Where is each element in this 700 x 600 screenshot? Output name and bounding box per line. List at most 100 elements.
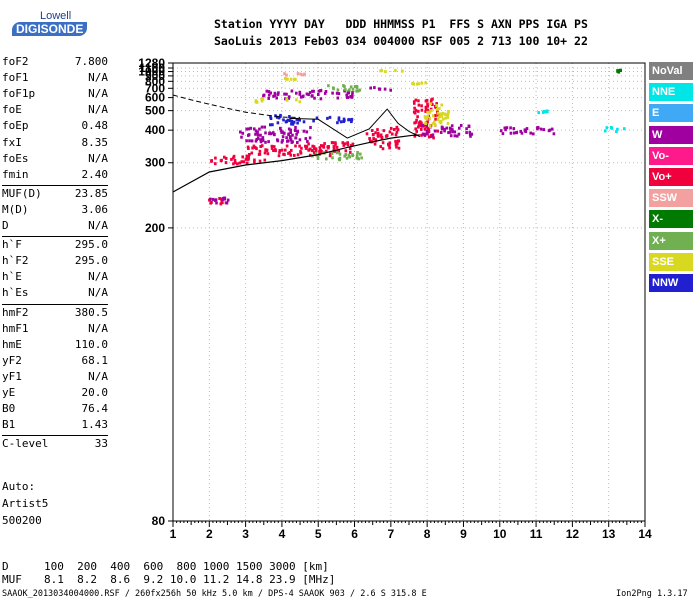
echo-point	[316, 154, 320, 158]
echo-point	[329, 152, 332, 156]
echo-point	[441, 117, 445, 121]
echo-point	[440, 114, 444, 118]
param-label: fxI	[2, 135, 22, 149]
echo-point	[369, 86, 372, 90]
echo-cluster-sse	[423, 102, 450, 128]
echo-point	[317, 93, 320, 96]
echo-point	[260, 125, 264, 129]
echo-point	[438, 107, 441, 110]
echo-point	[469, 134, 472, 138]
echo-point	[232, 162, 235, 166]
echo-point	[210, 200, 213, 204]
echo-point	[616, 127, 619, 131]
echo-point	[285, 98, 289, 102]
param-label: hmF2	[2, 305, 29, 319]
y-tick-label: 600	[145, 91, 165, 105]
echo-point	[303, 72, 306, 76]
echo-point	[414, 120, 418, 124]
echo-point	[299, 72, 303, 76]
echo-point	[372, 137, 375, 141]
param-value: 1.43	[81, 418, 109, 432]
echo-point	[336, 96, 340, 100]
echo-point	[348, 88, 351, 92]
x-tick-label: 4	[279, 527, 286, 541]
param-fof1p: foF1p N/A	[2, 87, 108, 103]
echo-point	[318, 146, 322, 150]
distance-label: D	[2, 560, 9, 573]
echo-point	[311, 144, 314, 148]
echo-point	[447, 110, 450, 113]
echo-point	[294, 136, 298, 140]
param-value: 110.0	[74, 337, 108, 351]
echo-point	[372, 133, 375, 137]
echo-point	[446, 115, 450, 119]
echo-point	[541, 110, 545, 114]
y-tick-label: 500	[145, 104, 165, 118]
echo-point	[223, 155, 226, 159]
echo-point	[326, 116, 329, 120]
echo-point	[222, 196, 225, 200]
echo-point	[295, 132, 298, 136]
x-tick-label: 14	[638, 527, 652, 541]
echo-point	[337, 118, 341, 122]
echo-point	[277, 154, 281, 158]
echo-point	[288, 115, 291, 118]
echo-point	[269, 117, 273, 120]
echo-point	[470, 132, 474, 136]
echo-point	[305, 130, 309, 134]
y-tick-label: 400	[145, 123, 165, 137]
echo-point	[283, 131, 286, 135]
echo-point	[342, 117, 346, 121]
echo-point	[290, 122, 293, 126]
echo-point	[546, 110, 549, 114]
echo-point	[319, 89, 323, 93]
x-tick-label: 13	[602, 527, 616, 541]
echo-point	[451, 130, 454, 134]
echo-point	[258, 152, 262, 156]
echo-point	[285, 136, 288, 140]
echo-point	[348, 155, 351, 159]
echo-point	[427, 126, 430, 130]
echo-point	[304, 146, 308, 150]
echo-point	[284, 97, 287, 101]
echo-point	[468, 133, 472, 136]
param-md: M(D) 3.06	[2, 203, 108, 219]
echo-point	[397, 146, 401, 150]
echo-point	[418, 124, 421, 128]
echo-point	[284, 148, 287, 152]
echo-cluster-sse	[379, 68, 404, 73]
echo-point	[351, 87, 355, 91]
param-fof2: foF2 7.800	[2, 55, 108, 71]
echo-point	[394, 68, 397, 72]
echo-point	[342, 84, 345, 88]
param-value: N/A	[88, 270, 108, 284]
echo-cluster-nne	[604, 126, 626, 133]
echo-point	[435, 107, 439, 111]
header-row-2: SaoLuis 2013 Feb03 034 004000 RSF 005 2 …	[214, 34, 588, 48]
param-value: 295.0	[74, 238, 108, 252]
echo-point	[250, 139, 254, 143]
echo-point	[322, 144, 325, 148]
echo-point	[312, 146, 316, 150]
echo-point	[214, 156, 217, 160]
echo-point	[318, 149, 321, 153]
y-tick-label: 900	[145, 69, 165, 83]
echo-point	[247, 156, 250, 160]
echo-point	[247, 127, 250, 131]
param-value: 7.800	[74, 55, 108, 68]
param-separator	[2, 435, 108, 437]
echo-point	[355, 86, 359, 90]
param-label: foF1	[2, 71, 29, 85]
echo-point	[336, 121, 339, 125]
echo-point	[467, 124, 471, 128]
echo-point	[424, 108, 428, 111]
echo-point	[251, 146, 254, 150]
legend-noval: NoVal	[649, 62, 693, 80]
echo-point	[283, 76, 287, 80]
echo-point	[423, 115, 427, 119]
echo-point	[279, 113, 282, 117]
echo-point	[449, 134, 453, 138]
echo-point	[289, 131, 292, 134]
echo-point	[415, 118, 418, 122]
header-row-1: Station YYYY DAY DDD HHMMSS P1 FFS S AXN…	[214, 17, 588, 31]
